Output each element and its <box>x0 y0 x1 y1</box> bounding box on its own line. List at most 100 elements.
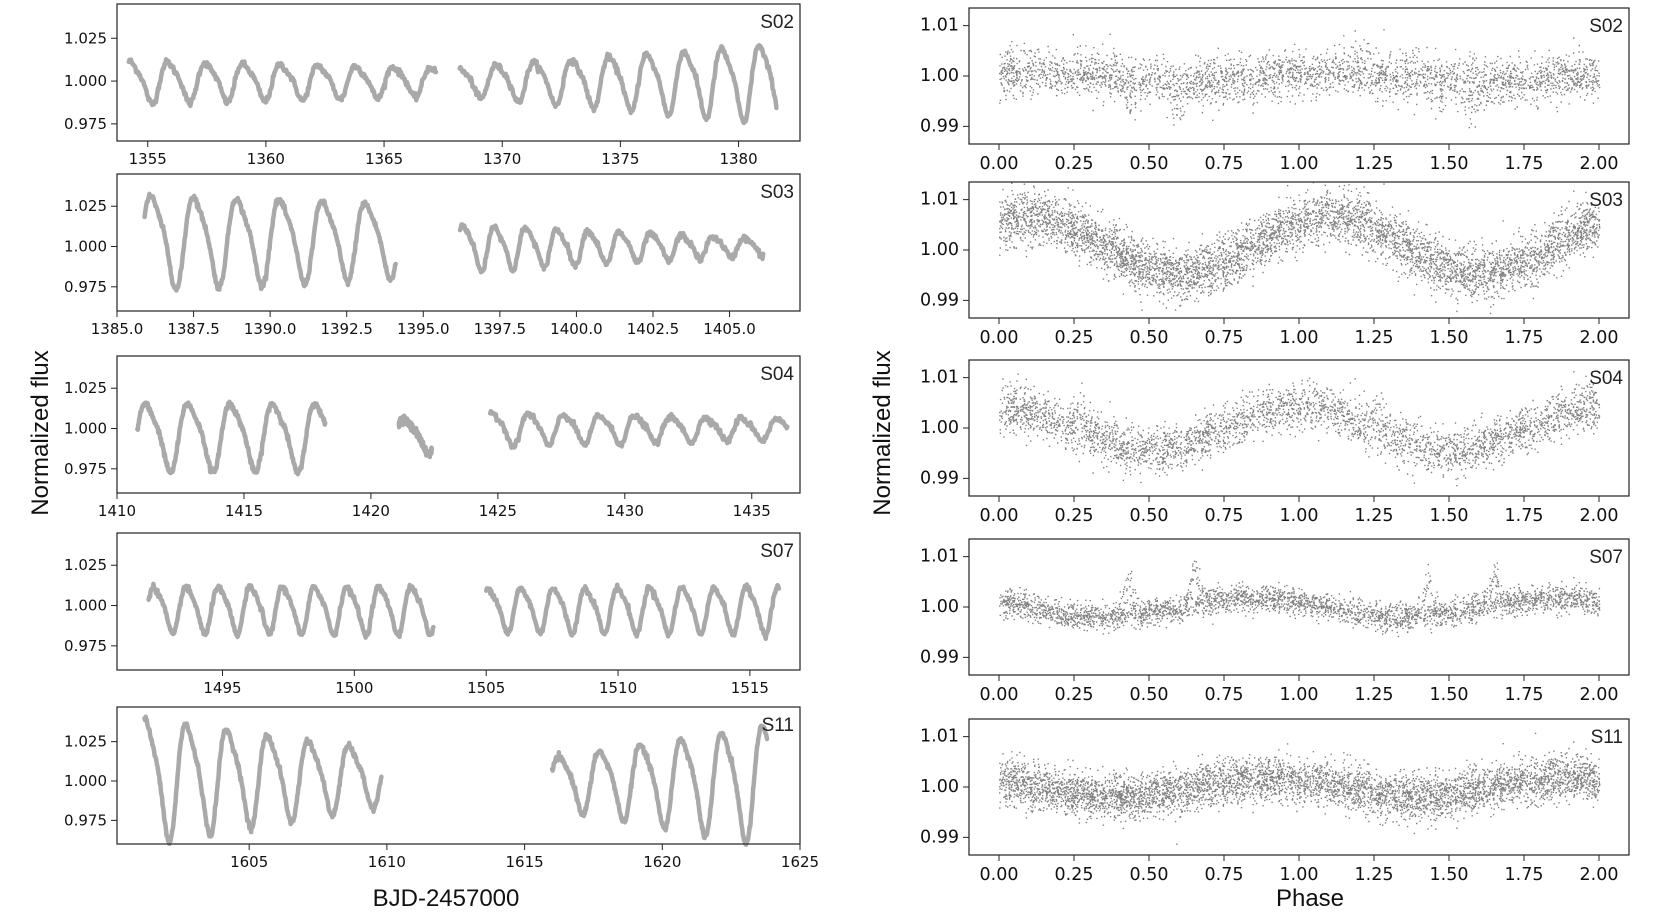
lc-s11-xtick-label: 1605 <box>230 853 268 871</box>
lc-s02-segment-1 <box>126 57 439 109</box>
lc-s07-ytick-label: 1.025 <box>64 556 107 574</box>
ph-s11-xtick-label: 0.75 <box>1205 865 1244 885</box>
ph-s07-xtick-label: 2.00 <box>1580 685 1619 705</box>
lc-s02-ytick-label: 0.975 <box>64 115 107 133</box>
ph-s02-ytick-label: 1.01 <box>920 16 959 36</box>
lc-s11-xtick-label: 1615 <box>506 853 544 871</box>
lc-s03-segment-1 <box>142 191 398 293</box>
lc-s03-panel-label: S03 <box>760 182 794 203</box>
lc-s07-ytick-label: 1.000 <box>64 597 107 615</box>
right-y-axis-title: Normalized flux <box>869 350 896 515</box>
ph-s04-frame <box>968 359 1630 497</box>
lc-s04-ytick-label: 1.000 <box>64 420 107 438</box>
lc-s07-xtick-label: 1505 <box>467 679 505 697</box>
ph-s03-xtick-label: 0.75 <box>1205 328 1244 348</box>
lc-s07-segment-1 <box>146 581 436 640</box>
lc-s04-panel: 1410 1415 1420 1425 1430 1435 0.975 1.000 1.025 S… <box>64 355 801 520</box>
ph-s02-xtick-label: 2.00 <box>1580 154 1619 174</box>
ph-s02-xtick-label: 0.50 <box>1130 154 1169 174</box>
ph-s11-ytick-label: 0.99 <box>920 827 959 847</box>
ph-s03-xtick-label: 1.25 <box>1355 328 1394 348</box>
ph-s11-points <box>999 732 1601 845</box>
lc-s07-ytick-label: 0.975 <box>64 637 107 655</box>
ph-s03-xtick-label: 1.75 <box>1505 328 1544 348</box>
lc-s11-frame <box>116 706 801 845</box>
lc-s11-xtick-label: 1625 <box>781 853 819 871</box>
ph-s02-ytick-label: 1.00 <box>920 66 959 86</box>
ph-s11-xtick-label: 2.00 <box>1580 865 1619 885</box>
lc-s04-plot-area <box>135 399 790 477</box>
ph-s04-ytick-label: 1.01 <box>920 368 959 388</box>
ph-s03-frame <box>968 181 1630 319</box>
ph-s07-xtick-label: 0.75 <box>1205 685 1244 705</box>
lc-s02-xtick-label: 1370 <box>483 150 521 168</box>
ph-s04-panel: 0.00 0.25 0.50 0.75 1.00 1.25 1.50 1.75 2.00 0.99… <box>920 359 1630 526</box>
ph-s07-panel-label: S07 <box>1589 547 1623 568</box>
lc-s07-xtick-label: 1510 <box>599 679 637 697</box>
lc-s03-xtick-label: 1387.5 <box>167 320 220 338</box>
lc-s07-panel: 1495 1500 1505 1510 1515 0.975 1.000 1.025 S07 <box>64 532 801 697</box>
lc-s11-panel: 1605 1610 1615 1620 1625 0.975 1.000 1.025 S11 <box>64 706 819 871</box>
lc-s11-segment-1 <box>142 714 384 847</box>
ph-s02-panel: 0.00 0.25 0.50 0.75 1.00 1.25 1.50 1.75 2.00 0.99… <box>920 7 1630 174</box>
ph-s03-points <box>999 182 1601 315</box>
left-y-axis-title: Normalized flux <box>27 350 54 515</box>
lc-s03-ytick-label: 1.025 <box>64 197 107 215</box>
lc-s03-xtick-label: 1402.5 <box>627 320 680 338</box>
ph-s03-plot-area <box>999 182 1601 315</box>
ph-s03-xtick-label: 0.50 <box>1130 328 1169 348</box>
lc-s03-xtick-label: 1395.0 <box>397 320 450 338</box>
ph-s03-xtick-label: 2.00 <box>1580 328 1619 348</box>
lc-s07-panel-label: S07 <box>760 541 794 562</box>
lc-s03-xtick-label: 1390.0 <box>244 320 297 338</box>
ph-s02-panel-label: S02 <box>1589 16 1623 37</box>
lc-s03-ytick-label: 0.975 <box>64 278 107 296</box>
lc-s04-xtick-label: 1430 <box>606 502 644 520</box>
lc-s04-xtick-label: 1435 <box>733 502 771 520</box>
ph-s02-plot-area <box>999 29 1601 129</box>
panels: 1355 1360 1365 1370 1375 1380 0.975 1.000 1.025 S… <box>64 3 1630 885</box>
lc-s11-ytick-label: 0.975 <box>64 811 107 829</box>
lc-s02-ytick-label: 1.000 <box>64 72 107 90</box>
ph-s04-xtick-label: 0.00 <box>980 506 1019 526</box>
ph-s02-xtick-label: 0.00 <box>980 154 1019 174</box>
ph-s02-xtick-label: 1.50 <box>1430 154 1469 174</box>
lc-s02-xtick-label: 1355 <box>129 150 167 168</box>
lc-s02-xtick-label: 1380 <box>719 150 757 168</box>
lc-s11-xtick-label: 1610 <box>368 853 406 871</box>
lc-s03-xtick-label: 1397.5 <box>474 320 527 338</box>
ph-s03-ytick-label: 1.01 <box>920 190 959 210</box>
lc-s04-segment-1 <box>135 399 328 477</box>
lc-s02-segment-2 <box>457 43 779 126</box>
lc-s04-xtick-label: 1425 <box>479 502 517 520</box>
ph-s04-ytick-label: 1.00 <box>920 418 959 438</box>
lc-s04-segment-3 <box>487 408 790 450</box>
lc-s07-xtick-label: 1495 <box>203 679 241 697</box>
ph-s11-xtick-label: 1.25 <box>1355 865 1394 885</box>
lc-s07-frame <box>116 532 801 671</box>
ph-s02-points <box>999 29 1601 129</box>
lc-s11-panel-label: S11 <box>762 715 794 736</box>
lc-s03-ytick-label: 1.000 <box>64 238 107 256</box>
ph-s02-xtick-label: 0.75 <box>1205 154 1244 174</box>
lc-s03-segment-2 <box>457 222 766 275</box>
ph-s04-xtick-label: 1.00 <box>1280 506 1319 526</box>
lc-s04-panel-label: S04 <box>760 364 794 385</box>
lc-s03-xtick-label: 1400.0 <box>550 320 603 338</box>
lc-s07-xtick-label: 1500 <box>335 679 373 697</box>
ph-s07-xtick-label: 1.25 <box>1355 685 1394 705</box>
ph-s02-xtick-label: 0.25 <box>1055 154 1094 174</box>
ph-s07-xtick-label: 1.50 <box>1430 685 1469 705</box>
ph-s04-xtick-label: 1.50 <box>1430 506 1469 526</box>
ph-s11-ytick-label: 1.01 <box>920 727 959 747</box>
ph-s03-panel-label: S03 <box>1589 190 1623 211</box>
lc-s04-frame <box>116 355 801 494</box>
ph-s04-points <box>999 371 1601 487</box>
lc-s02-frame <box>116 3 801 142</box>
lc-s02-panel-label: S02 <box>760 12 794 33</box>
lc-s02-xtick-label: 1375 <box>601 150 639 168</box>
ph-s03-ytick-label: 0.99 <box>920 290 959 310</box>
lc-s04-ytick-label: 0.975 <box>64 460 107 478</box>
lc-s03-xtick-label: 1385.0 <box>91 320 144 338</box>
ph-s04-ytick-label: 0.99 <box>920 468 959 488</box>
